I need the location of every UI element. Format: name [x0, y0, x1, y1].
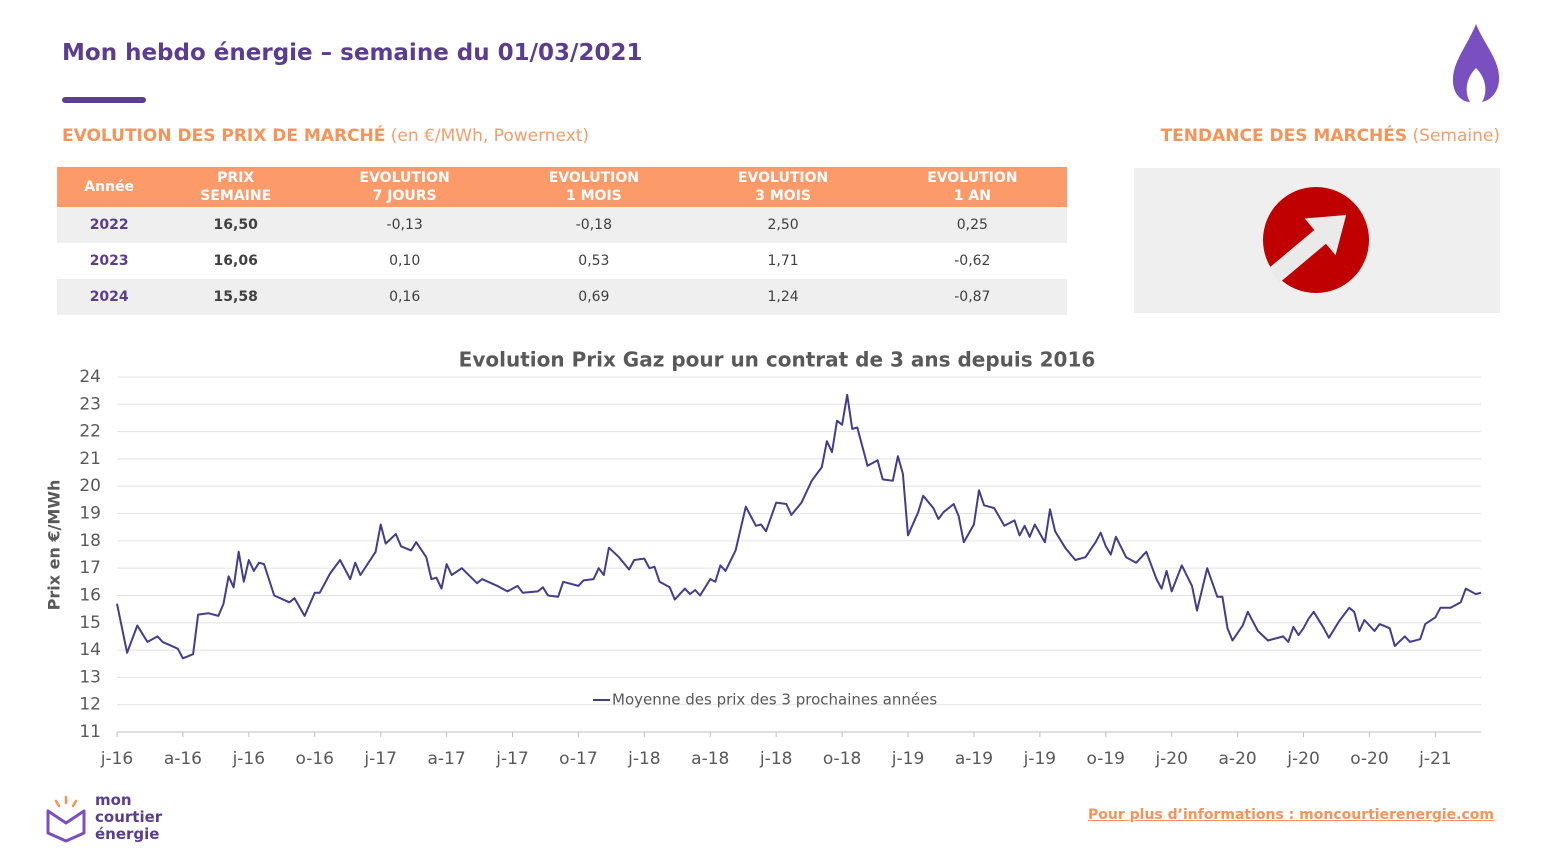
- x-tick-label: j-17: [363, 749, 397, 769]
- x-tick-label: a-17: [427, 749, 465, 769]
- flame-icon: [1452, 24, 1500, 102]
- logo-text: mon courtier énergie: [95, 792, 162, 843]
- section-title: TENDANCE DES MARCHÉS (Semaine): [1161, 126, 1500, 146]
- table-cell: 16,06: [213, 253, 258, 269]
- table-cell: -0,87: [877, 279, 1067, 315]
- x-tick-label: j-19: [891, 749, 925, 769]
- table-cell: 2024: [57, 279, 162, 315]
- y-tick-label: 14: [79, 640, 101, 660]
- logo-line: énergie: [95, 825, 160, 843]
- table-cell: 2022: [57, 207, 162, 243]
- y-tick-label: 12: [79, 695, 101, 715]
- header-text: 3 MOIS: [755, 188, 811, 204]
- y-tick-label: 21: [79, 449, 101, 469]
- header-cell: Année: [57, 167, 162, 207]
- header-text: 1 MOIS: [566, 188, 622, 204]
- x-tick-label: j-20: [1286, 749, 1320, 769]
- table-row: 2023 16,06 0,10 0,53 1,71 -0,62: [57, 243, 1067, 279]
- header-text: SEMAINE: [200, 188, 272, 204]
- table-cell: 2023: [89, 253, 129, 269]
- x-tick-label: j-17: [495, 749, 529, 769]
- logo-line: courtier: [95, 808, 163, 826]
- x-tick-label: o-20: [1350, 749, 1388, 769]
- x-tick-label: o-18: [823, 749, 861, 769]
- page-title: Mon hebdo énergie – semaine du 01/03/202…: [62, 40, 643, 66]
- x-tick-label: a-16: [164, 749, 202, 769]
- y-axis-title: Prix en €/MWh: [45, 480, 64, 611]
- table-cell: 16,50: [161, 207, 311, 243]
- header-cell: EVOLUTION 7 JOURS: [310, 167, 500, 207]
- header-text: EVOLUTION: [359, 170, 450, 186]
- y-tick-label: 16: [79, 585, 101, 605]
- section-title-light: (en €/MWh, Powernext): [390, 126, 590, 146]
- header-text: EVOLUTION: [927, 170, 1018, 186]
- x-tick-label: o-19: [1087, 749, 1125, 769]
- y-tick-label: 24: [79, 367, 101, 387]
- header-cell: EVOLUTION 1 MOIS: [499, 167, 689, 207]
- table-cell: 0,16: [310, 279, 500, 315]
- footer-link[interactable]: Pour plus d’informations : moncourtieren…: [1088, 807, 1494, 823]
- series-line: [116, 393, 1482, 660]
- table-cell: -0,62: [954, 253, 991, 269]
- table-cell: 0,10: [389, 253, 421, 269]
- title-underline: [62, 97, 146, 103]
- header-cell: EVOLUTION 3 MOIS: [688, 167, 878, 207]
- table-cell: 0,69: [499, 279, 689, 315]
- y-tick-label: 17: [79, 558, 101, 578]
- table-cell: 0,25: [877, 207, 1067, 243]
- legend-label: Moyenne des prix des 3 prochaines années: [612, 691, 937, 709]
- table-header: Année PRIX SEMAINE EVOLUTION 7 JOURS EVOLUTIO…: [57, 167, 1067, 207]
- x-tick-label: a-18: [691, 749, 729, 769]
- x-tick-label: j-20: [1154, 749, 1188, 769]
- section-title-bold: EVOLUTION DES PRIX DE MARCHÉ: [62, 126, 386, 146]
- x-tick-label: j-21: [1418, 749, 1452, 769]
- price-table: Année PRIX SEMAINE EVOLUTION 7 JOURS EVOLUTIO…: [57, 167, 1067, 315]
- x-tick-label: a-19: [955, 749, 993, 769]
- x-tick-label: j-18: [627, 749, 661, 769]
- y-tick-label: 20: [79, 476, 101, 496]
- table-cell: -0,18: [499, 207, 689, 243]
- table-cell: -0,13: [310, 207, 500, 243]
- chart-title: Evolution Prix Gaz pour un contrat de 3 …: [459, 348, 1096, 372]
- table-cell: 0,53: [578, 253, 610, 269]
- table-cell: 1,24: [688, 279, 878, 315]
- x-tick-label: j-16: [100, 749, 134, 769]
- header-text: 1 AN: [953, 188, 991, 204]
- y-tick-label: 13: [79, 667, 101, 687]
- trend-icon: [1263, 187, 1369, 293]
- header-cell: PRIX SEMAINE: [161, 167, 311, 207]
- header-text: EVOLUTION: [737, 170, 829, 186]
- table-cell: 2,50: [688, 207, 878, 243]
- y-tick-label: 11: [79, 722, 101, 742]
- section-title: EVOLUTION DES PRIX DE MARCHÉ (en €/MWh, …: [62, 126, 589, 146]
- y-tick-label: 18: [79, 531, 101, 551]
- y-tick-label: 19: [79, 504, 101, 524]
- x-tick-label: o-16: [296, 749, 334, 769]
- x-tick-label: j-19: [1023, 749, 1057, 769]
- header-cell: EVOLUTION 1 AN: [877, 167, 1067, 207]
- x-tick-label: o-17: [559, 749, 597, 769]
- trend-panel: [1134, 168, 1500, 313]
- chart: Evolution Prix Gaz pour un contrat de 3 …: [45, 348, 1482, 769]
- y-tick-label: 23: [79, 394, 101, 414]
- table-cell: 1,71: [767, 253, 799, 269]
- x-tick-label: j-16: [232, 749, 266, 769]
- x-tick-label: a-20: [1219, 749, 1257, 769]
- logo-icon: [46, 795, 86, 843]
- header-text: EVOLUTION: [548, 170, 639, 186]
- y-tick-label: 22: [79, 422, 101, 442]
- header-text: Année: [84, 179, 135, 195]
- table-cell: 15,58: [161, 279, 311, 315]
- header-text: PRIX: [217, 170, 255, 186]
- table-row: 2022 16,50 -0,13 -0,18 2,50 0,25: [57, 207, 1067, 243]
- y-tick-label: 15: [79, 613, 101, 633]
- table-row: 2024 15,58 0,16 0,69 1,24 -0,87: [57, 279, 1067, 315]
- logo-line: mon: [95, 791, 132, 809]
- header-text: 7 JOURS: [372, 188, 437, 204]
- x-tick-label: j-18: [759, 749, 793, 769]
- section-title-light: (Semaine): [1412, 126, 1500, 146]
- section-title-bold: TENDANCE DES MARCHÉS: [1160, 126, 1408, 146]
